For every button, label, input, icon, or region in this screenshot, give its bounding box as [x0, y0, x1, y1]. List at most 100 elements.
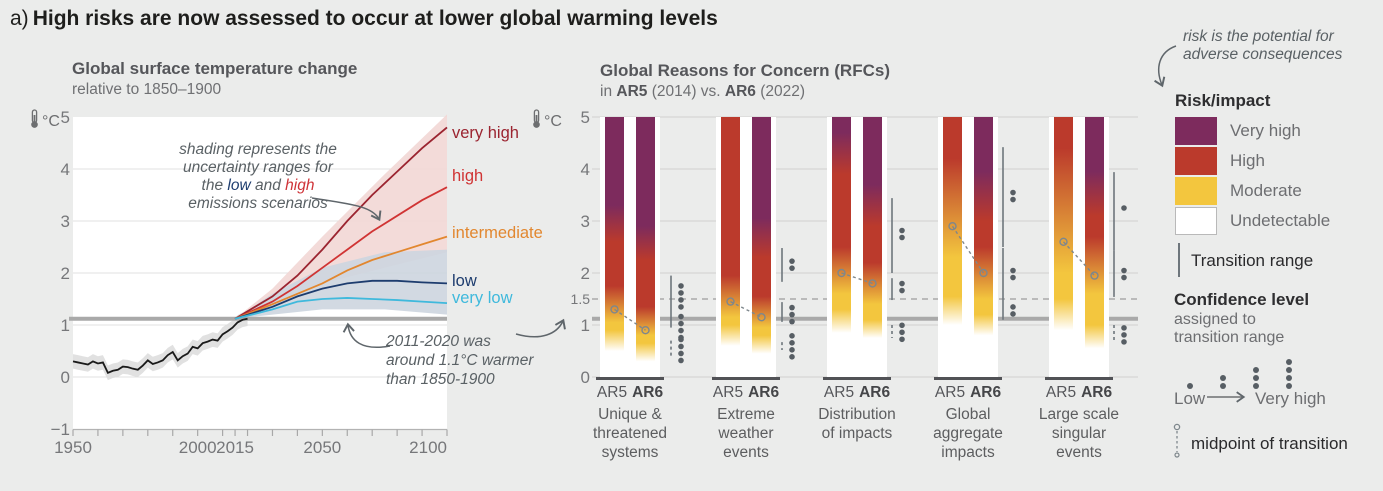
confidence-dot: [899, 329, 905, 336]
confidence-dot: [1121, 339, 1127, 345]
scenario-label-intermediate: intermediate: [452, 224, 543, 242]
confidence-sub-1: assigned to: [1174, 311, 1256, 328]
ember-bar-ar5-group5: [1054, 117, 1073, 377]
confidence-dot: [899, 227, 905, 234]
confidence-dot: [789, 333, 795, 339]
risk-note-arrow: [1154, 45, 1177, 88]
left-axis-unit: °C: [29, 109, 60, 134]
confidence-scale-dot: [1253, 375, 1259, 381]
confidence-dot: [1121, 325, 1127, 331]
midpoint-circle-ar5: [726, 297, 735, 306]
scenario-label-low: low: [452, 272, 477, 290]
midpoint-icon-top: [1173, 423, 1181, 431]
confidence-dot: [789, 258, 795, 264]
confidence-dot: [1010, 304, 1016, 310]
confidence-dot: [1010, 267, 1016, 274]
ember-bar-ar5-group3: [832, 117, 851, 377]
confidence-scale-dot: [1286, 367, 1292, 373]
transition-range-label: Transition range: [1191, 251, 1314, 270]
confidence-sub-2: transition range: [1174, 329, 1285, 346]
confidence-dot: [678, 336, 684, 343]
confidence-scale-dot: [1253, 367, 1259, 373]
confidence-heading: Confidence level: [1174, 290, 1310, 309]
current-warming-annotation: 2011-2020 was around 1.1°C warmer than 1…: [386, 333, 534, 388]
ember-bar-ar5-group4: [943, 117, 962, 377]
confidence-dot: [678, 297, 684, 303]
scenario-line-intermediate: [234, 235, 448, 320]
confidence-dot: [789, 354, 795, 360]
scenario-line-high: [234, 186, 448, 320]
confidence-dot: [1121, 267, 1127, 274]
scenario-label-very-low: very low: [452, 289, 513, 307]
midpoint-circle-ar5: [1059, 237, 1068, 247]
confidence-dot: [678, 343, 684, 350]
scenario-line-very-low: [234, 297, 448, 320]
confidence-dot: [789, 347, 795, 353]
scenario-label-high: high: [452, 167, 484, 185]
confidence-scale-dot: [1253, 383, 1259, 389]
confidence-dot: [789, 265, 795, 271]
confidence-dot: [1121, 205, 1127, 211]
confidence-dot: [678, 313, 684, 320]
confidence-dot: [1010, 189, 1016, 196]
thermometer-icon: [531, 109, 542, 134]
ember-bar-ar5-group1: [605, 117, 624, 377]
ember-bar-ar6-group2: [752, 117, 771, 377]
midpoint-icon-bottom: [1174, 452, 1180, 458]
confidence-dot: [899, 322, 905, 329]
confidence-dot: [789, 340, 795, 346]
ember-bar-ar6-group5: [1085, 117, 1104, 377]
figure-title-prefix: a): [10, 7, 29, 30]
confidence-dot: [1121, 332, 1127, 338]
confidence-dot: [899, 280, 905, 287]
midpoint-circle-ar5: [610, 305, 619, 314]
shading-annotation: shading represents the uncertainty range…: [179, 141, 337, 212]
confidence-scale-dot: [1286, 383, 1292, 389]
ember-bar-ar6-group4: [974, 117, 993, 377]
confidence-scale-dot: [1187, 383, 1193, 389]
confidence-high-label: Very high: [1255, 389, 1326, 408]
midpoint-circle-ar6: [641, 326, 650, 335]
confidence-dot: [1010, 196, 1016, 203]
midpoint-connector: [841, 272, 873, 285]
midpoint-connector: [730, 300, 762, 318]
thermometer-icon: [29, 109, 40, 134]
midpoint-connector: [1062, 241, 1096, 277]
confidence-dot: [1010, 274, 1016, 281]
midpoint-connector: [951, 225, 985, 274]
confidence-dot: [678, 304, 684, 310]
rfc-chart-subtitle: in AR5 (2014) vs. AR6 (2022): [600, 83, 806, 100]
confidence-dot: [1121, 274, 1127, 281]
confidence-scale-dot: [1220, 383, 1226, 389]
confidence-dot: [899, 287, 905, 294]
figure-title-text: High risks are now assessed to occur at …: [32, 7, 718, 30]
confidence-dot: [678, 350, 684, 357]
confidence-dot: [789, 311, 795, 318]
high-emissions-uncertainty-band: [235, 114, 447, 319]
confidence-low-label: Low: [1174, 389, 1206, 408]
ember-bar-ar6-group1: [636, 117, 655, 377]
rfc-chart-title: Global Reasons for Concern (RFCs): [600, 61, 890, 80]
scenario-line-low: [234, 279, 448, 320]
confidence-dot: [789, 304, 795, 311]
ember-bar-ar6-group3: [863, 117, 882, 377]
figure-title: a) High risks are now assessed to occur a…: [10, 7, 718, 31]
left-chart-title: Global surface temperature change: [72, 59, 358, 78]
midpoint-circle-ar6: [1090, 271, 1099, 280]
historical-line: [72, 317, 248, 374]
midpoint-circle-ar5: [948, 221, 957, 231]
risk-note: risk is the potential for adverse conseq…: [1183, 28, 1343, 63]
shading-annotation-arrow: [311, 197, 382, 222]
confidence-scale-dot: [1220, 375, 1226, 381]
confidence-dot: [789, 318, 795, 325]
confidence-dot: [678, 357, 684, 364]
risk-impact-heading: Risk/impact: [1175, 91, 1271, 110]
confidence-dot: [678, 283, 684, 289]
scenario-label-very-high: very high: [452, 124, 519, 142]
midpoint-circle-ar6: [979, 268, 988, 278]
confidence-dot: [678, 320, 684, 327]
